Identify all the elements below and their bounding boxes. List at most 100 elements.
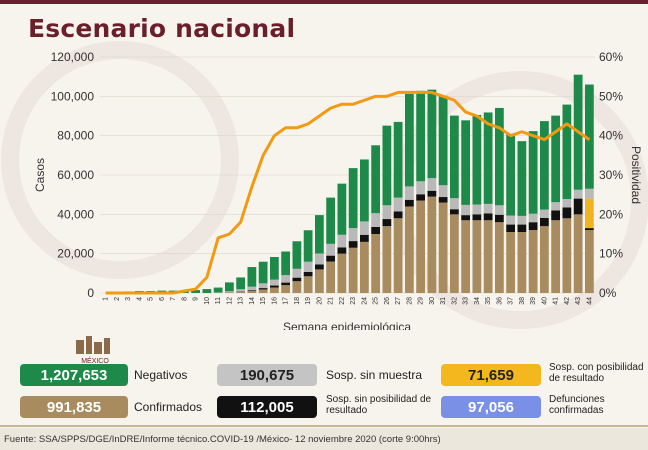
bar-confirmados (517, 232, 527, 293)
y-tick-label: 120,000 (51, 50, 95, 64)
bar-confirmados (314, 269, 324, 293)
bar-sosp_sin_muestra (404, 186, 414, 200)
logo-label: MÉXICO (81, 356, 109, 364)
x-tick-label: 14 (249, 297, 256, 305)
bar-defunciones_sin_posibilidad (506, 224, 516, 233)
bar-negativos (382, 125, 392, 206)
bar-negativos (528, 131, 538, 214)
bar-confirmados (438, 202, 448, 293)
bar-sosp_sin_muestra (247, 286, 257, 291)
x-tick-label: 13 (238, 297, 245, 305)
x-tick-label: 41 (553, 297, 560, 305)
bar-confirmados (236, 292, 246, 293)
legend-confirmados-label: Confirmados (134, 400, 203, 414)
bar-sosp_sin_muestra (539, 209, 549, 218)
bar-sosp_sin_muestra (584, 188, 594, 199)
legend-sosp-sin-muestra-value: 190,675 (217, 364, 317, 386)
bar-sosp_sin_muestra (236, 289, 246, 292)
y2-tick-label: 30% (599, 168, 623, 182)
bar-confirmados (416, 200, 426, 293)
bar-sosp_sin_muestra (427, 178, 437, 191)
x-tick-label: 4 (136, 297, 143, 301)
x-tick-label: 7 (170, 297, 177, 301)
x-axis-ticks: 1 2 3 4 5 6 7 8 9 10 11 12 13 14 15 16 17 18 19 20 21 22 23 24 2… (103, 297, 594, 305)
x-tick-label: 2 (114, 297, 121, 301)
bar-negativos (292, 241, 302, 269)
bar-confirmados (449, 214, 459, 293)
bar-sosp_sin_muestra (281, 275, 291, 283)
bar-defunciones_sin_posibilidad (573, 198, 583, 215)
x-tick-label: 40 (541, 297, 548, 305)
bar-defunciones_sin_posibilidad (382, 219, 392, 227)
x-tick-label: 8 (181, 297, 188, 301)
bar-negativos (404, 93, 414, 187)
bar-defunciones_sin_posibilidad (359, 234, 369, 242)
bar-negativos (314, 215, 324, 254)
bar-confirmados (393, 218, 403, 293)
positivity-series-line (105, 90, 591, 295)
bar-confirmados (573, 214, 583, 293)
bar-sosp_sin_muestra (438, 185, 448, 198)
bar-defunciones_sin_posibilidad (393, 211, 403, 219)
bar-confirmados (506, 232, 516, 293)
bar-sosp_sin_muestra (449, 198, 459, 210)
bar-sosp_sin_muestra (472, 204, 482, 215)
bar-confirmados (461, 220, 471, 293)
bar-negativos (416, 90, 426, 182)
bar-negativos (483, 112, 493, 204)
bar-sosp_sin_muestra (303, 261, 313, 272)
x-tick-label: 3 (125, 297, 132, 301)
x-tick-label: 26 (384, 297, 391, 305)
bar-confirmados (247, 291, 257, 293)
bar-defunciones_sin_posibilidad (326, 255, 336, 262)
bar-confirmados (281, 285, 291, 293)
y2-tick-label: 40% (599, 129, 623, 143)
bar-confirmados (359, 241, 369, 293)
bar-negativos (517, 141, 527, 216)
x-tick-label: 31 (440, 297, 447, 305)
bar-confirmados (539, 226, 549, 293)
legend-sosp-con-posibilidad-label: Sosp. con posibilidad de resultado (549, 362, 644, 384)
bar-negativos (202, 289, 212, 293)
x-tick-label: 16 (271, 297, 278, 305)
y2-tick-label: 50% (599, 89, 623, 103)
bar-defunciones_sin_posibilidad (539, 217, 549, 227)
y2-tick-label: 20% (599, 207, 623, 221)
legend-defunciones-value: 97,056 (441, 396, 541, 418)
bar-defunciones_sin_posibilidad (247, 290, 257, 292)
bar-negativos (337, 183, 347, 235)
bar-sosp_sin_muestra (562, 198, 572, 208)
bar-confirmados (528, 230, 538, 293)
bar-sosp_sin_muestra (517, 215, 527, 225)
bar-sosp_sin_muestra (528, 213, 538, 223)
bar-confirmados (303, 276, 313, 293)
x-tick-label: 43 (575, 297, 582, 305)
x-tick-label: 23 (350, 297, 357, 305)
x-tick-label: 39 (530, 297, 537, 305)
bar-negativos (393, 121, 403, 198)
bar-negativos (438, 95, 448, 186)
bar-sosp_sin_muestra (326, 243, 336, 256)
bar-sosp_sin_muestra (393, 197, 403, 212)
bar-posibilidad_resultado (584, 198, 594, 229)
bar-defunciones_sin_posibilidad (303, 271, 313, 277)
bar-defunciones_sin_posibilidad (427, 190, 437, 197)
y-axis-ticks: 0 20,000 40,000 60,000 80,000 100,000 120,000 (51, 50, 95, 300)
y-tick-label: 100,000 (51, 89, 95, 103)
footer-divider (0, 425, 648, 427)
legend-negativos-value: 1,207,653 (20, 364, 128, 386)
legend-sosp-sin-posibilidad-label: Sosp. sin posibilidad de resultado (326, 394, 432, 416)
x-tick-label: 25 (373, 297, 380, 305)
legend-sosp-sin-muestra-label: Sosp. sin muestra (326, 368, 423, 382)
bar-defunciones_sin_posibilidad (584, 228, 594, 231)
bar-confirmados (483, 220, 493, 293)
bar-defunciones_sin_posibilidad (258, 288, 268, 290)
x-tick-label: 28 (406, 297, 413, 305)
x-tick-label: 12 (226, 297, 233, 305)
bar-sosp_sin_muestra (461, 204, 471, 216)
bar-sosp_sin_muestra (337, 234, 347, 248)
mexico-logo: MÉXICO (76, 336, 110, 364)
bar-sosp_sin_muestra (382, 205, 392, 220)
bar-negativos (359, 159, 369, 222)
bar-negativos (281, 251, 291, 276)
